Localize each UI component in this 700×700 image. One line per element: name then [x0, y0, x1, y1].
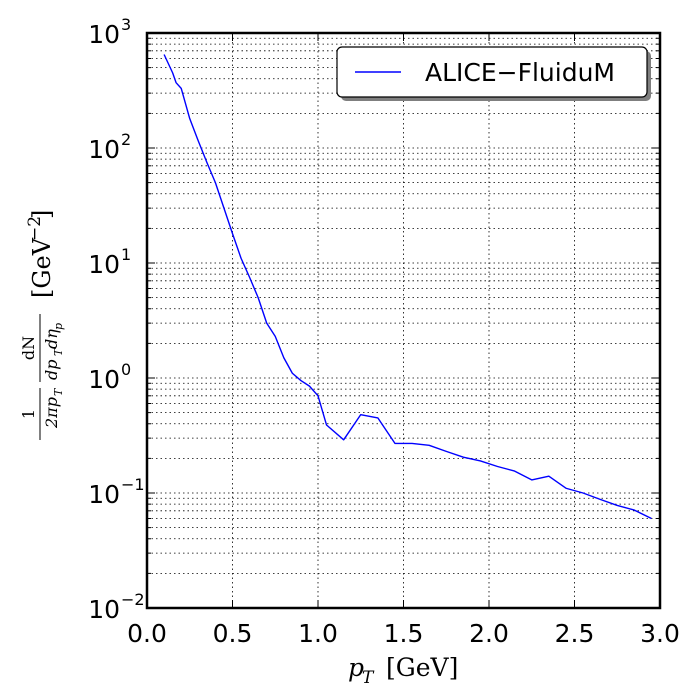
y-tick-label-base: 10	[88, 20, 120, 49]
y-title-prefix-den-sub: T	[52, 387, 65, 396]
series-line	[163, 54, 652, 520]
y-title-frac-den: dp	[42, 360, 61, 380]
legend-label: ALICE−FluiduM	[425, 58, 615, 87]
y-tick-label: 10 −2	[88, 590, 144, 624]
y-title-frac-den-eta: dη	[42, 329, 61, 349]
y-title-unit: [GeV	[28, 237, 56, 298]
y-title-frac-den-sub: T	[52, 347, 65, 356]
y-title-frac-den-eta-sub: p	[52, 323, 65, 330]
y-tick-label-base: 10	[88, 365, 120, 394]
y-tick-label-base: 10	[88, 250, 120, 279]
x-tick-label: 0.0	[127, 619, 167, 648]
y-tick-label-base: 10	[88, 595, 120, 624]
x-tick-label: 2.0	[469, 619, 509, 648]
y-tick-label-exp: 0	[121, 360, 131, 379]
series-layer	[163, 54, 652, 520]
legend-box	[336, 46, 648, 98]
y-tick-label-exp: 1	[121, 245, 131, 264]
x-tick-label: 2.5	[555, 619, 595, 648]
x-axis-title-sub: T	[362, 668, 375, 688]
x-tick-label: 1.0	[298, 619, 338, 648]
x-axis-title-var: p	[348, 653, 364, 682]
y-tick-label-exp: 3	[121, 15, 131, 34]
y-tick-label: 10 2	[88, 130, 131, 164]
y-tick-label-base: 10	[88, 135, 120, 164]
y-tick-label-base: 10	[88, 480, 120, 509]
y-title-prefix-den: 2πp	[42, 397, 61, 429]
legend: ALICE−FluiduM	[336, 46, 651, 101]
y-title-frac-num: dN	[19, 336, 38, 360]
x-tick-label: 3.0	[640, 619, 680, 648]
y-title-prefix-num: 1	[19, 409, 38, 419]
x-axis-title-unit: [GeV]	[386, 653, 458, 682]
y-tick-label: 10 −1	[88, 475, 144, 509]
y-tick-label-exp: −2	[121, 590, 145, 609]
y-title-unit-close: ]	[28, 210, 56, 219]
y-tick-label-exp: −1	[121, 475, 145, 494]
x-tick-label: 0.5	[213, 619, 253, 648]
y-title-unit-exp: −2	[25, 216, 45, 241]
y-tick-label: 10 3	[88, 15, 131, 49]
y-tick-label: 10 1	[88, 245, 131, 279]
x-tick-label: 1.5	[384, 619, 424, 648]
y-tick-label: 10 0	[88, 360, 131, 394]
grid	[147, 33, 660, 608]
y-axis-title: 1 2πp T dN dp T dη p [GeV −2 ]	[19, 210, 65, 440]
y-tick-label-exp: 2	[121, 130, 131, 149]
x-axis-title: p T [GeV]	[348, 653, 458, 688]
